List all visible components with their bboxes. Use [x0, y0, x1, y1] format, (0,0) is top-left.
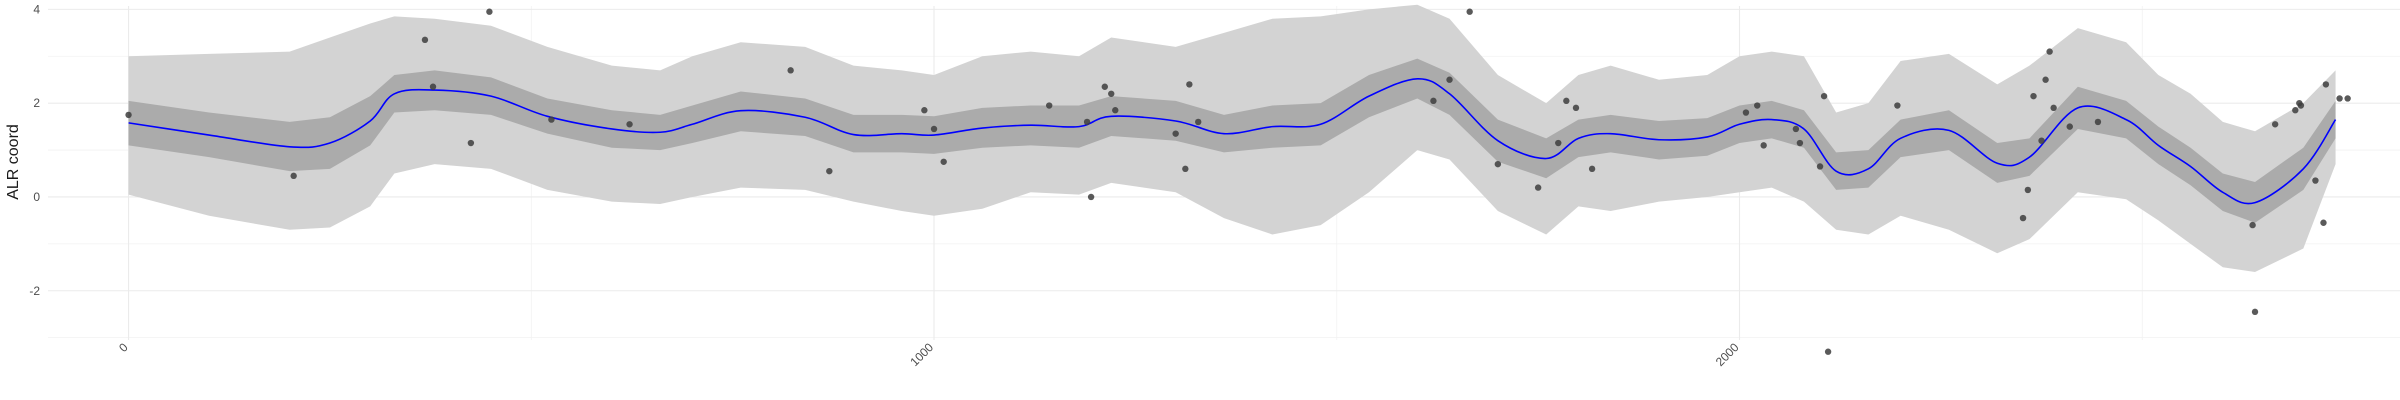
data-point	[1796, 139, 1804, 147]
data-point	[1182, 165, 1189, 173]
y-tick-label: 0	[33, 190, 40, 204]
data-point	[290, 172, 297, 180]
data-point	[2046, 48, 2053, 55]
data-point	[467, 139, 475, 147]
data-point	[548, 116, 555, 123]
y-tick-label: -2	[29, 284, 40, 298]
data-point	[1195, 118, 1202, 126]
y-axis-label: ALR coord	[5, 124, 22, 200]
data-point	[2297, 102, 2305, 109]
data-point	[1046, 102, 1053, 109]
data-point	[1083, 118, 1091, 126]
x-tick-label: 0	[116, 340, 131, 355]
data-point	[1588, 165, 1596, 173]
data-point	[1112, 107, 1119, 114]
y-tick-label: 2	[33, 96, 40, 110]
data-point	[2066, 123, 2073, 130]
data-points	[125, 8, 2351, 355]
data-point	[1466, 8, 1473, 15]
data-point	[429, 83, 437, 90]
data-point	[1563, 97, 1570, 105]
x-tick-label: 2000	[1713, 340, 1742, 369]
data-point	[1087, 193, 1095, 201]
data-point	[1824, 348, 1832, 355]
data-point	[1742, 109, 1750, 116]
data-point	[1172, 130, 1179, 137]
data-point	[2042, 76, 2049, 83]
data-point	[1572, 104, 1580, 112]
data-point	[2249, 221, 2256, 229]
data-point	[2292, 107, 2299, 114]
data-point	[921, 107, 928, 114]
data-point	[2024, 186, 2032, 194]
data-point	[2094, 118, 2102, 126]
data-point	[2320, 219, 2327, 226]
data-point	[2271, 121, 2279, 128]
data-point	[2312, 177, 2319, 184]
data-point	[1555, 139, 1562, 147]
data-point	[2322, 81, 2330, 88]
data-point	[2019, 214, 2027, 222]
x-tick-label: 1000	[907, 340, 936, 369]
data-point	[1108, 90, 1115, 97]
mean-line	[128, 77, 2337, 205]
data-point	[626, 121, 633, 128]
data-point	[1894, 102, 1901, 109]
data-point	[2336, 95, 2343, 102]
data-point	[125, 111, 132, 119]
data-point	[486, 8, 493, 15]
y-tick-label: 4	[33, 2, 40, 16]
data-point	[1760, 142, 1767, 149]
mean-line-path	[128, 77, 2337, 205]
data-point	[2050, 104, 2057, 112]
data-point	[1494, 160, 1502, 168]
data-point	[1186, 81, 1193, 88]
data-point	[2251, 308, 2259, 316]
data-point	[1430, 97, 1437, 105]
data-point	[2038, 137, 2045, 144]
data-point	[787, 67, 794, 74]
data-point	[1816, 163, 1824, 170]
data-point	[826, 167, 833, 175]
data-point	[1446, 76, 1453, 83]
confidence-band-inner	[128, 58, 2336, 223]
data-point	[1101, 83, 1108, 90]
data-point	[940, 158, 947, 165]
inner-band-area	[128, 58, 2336, 223]
data-point	[2344, 95, 2351, 102]
data-point	[1534, 184, 1542, 191]
data-point	[1754, 102, 1761, 109]
data-point	[1820, 92, 1828, 100]
y-axis-tick-labels: -2 0 2 4	[29, 2, 40, 297]
x-axis-tick-labels: 0 1000 2000	[116, 340, 1742, 369]
data-point	[1792, 125, 1800, 133]
data-point	[421, 36, 429, 44]
data-point	[2030, 92, 2037, 100]
data-point	[930, 125, 938, 133]
